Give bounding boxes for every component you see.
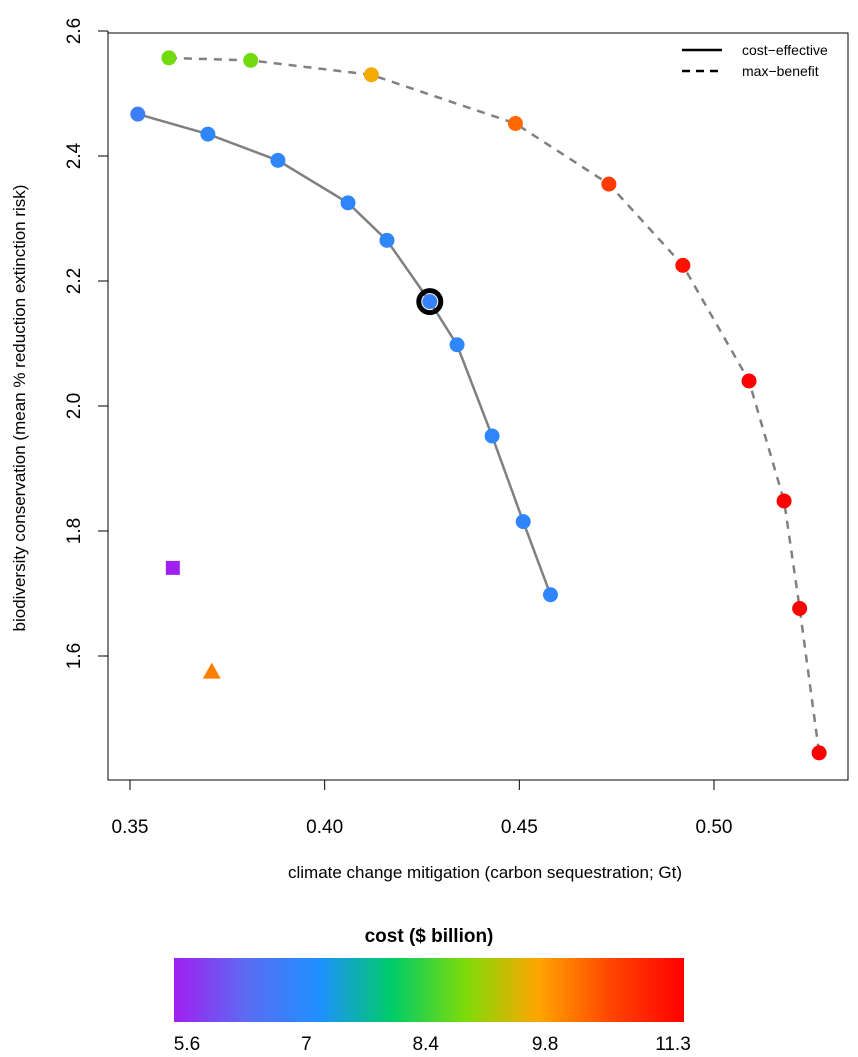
- data-point-cost-effective: [484, 428, 500, 444]
- data-point-cost-effective: [379, 232, 395, 248]
- data-point-cost-effective: [270, 152, 286, 168]
- data-point-cost-effective: [130, 106, 146, 122]
- series-line-cost-effective: [137, 112, 552, 596]
- colorbar-title: cost ($ billion): [365, 926, 494, 947]
- data-points: [130, 50, 827, 761]
- data-point-cost-effective: [449, 337, 465, 353]
- y-tick-label: 2.6: [64, 18, 85, 44]
- colorbar-ticks: 5.6 7 8.4 9.8 11.3: [174, 1034, 691, 1055]
- colorbar-tick-label: 11.3: [655, 1034, 691, 1055]
- data-point-cost-effective: [542, 587, 558, 603]
- x-tick-label: 0.40: [306, 817, 343, 838]
- colorbar-tick-label: 9.8: [532, 1034, 558, 1055]
- triangle-point: [202, 662, 221, 679]
- y-tick-label: 2.0: [64, 393, 85, 419]
- data-point-max-benefit: [792, 601, 808, 616]
- colorbar-tick-label: 5.6: [174, 1034, 200, 1055]
- data-point-max-benefit: [161, 50, 177, 66]
- y-axis-label: biodiversity conservation (mean % reduct…: [10, 185, 29, 632]
- data-point-max-benefit: [776, 493, 792, 509]
- data-point-cost-effective: [515, 514, 531, 530]
- series-lines: [137, 56, 821, 754]
- legend-label-max-benefit: max−benefit: [742, 63, 819, 79]
- colorbar: cost ($ billion) 5.6 7 8.4 9.8 11.3: [174, 926, 691, 1055]
- legend: cost−effective max−benefit: [682, 42, 828, 79]
- y-axis: 1.6 1.8 2.0 2.2 2.4 2.6: [64, 18, 109, 669]
- data-point-cost-effective: [422, 294, 438, 310]
- series-line-max-benefit: [168, 56, 821, 754]
- x-tick-label: 0.50: [696, 817, 733, 838]
- data-point-max-benefit: [243, 52, 259, 68]
- x-tick-label: 0.35: [112, 817, 149, 838]
- y-tick-label: 2.2: [64, 268, 85, 294]
- highlighted-point-ring: [416, 288, 444, 316]
- y-tick-label: 2.4: [64, 142, 85, 169]
- data-point-max-benefit: [741, 373, 757, 389]
- data-point-max-benefit: [675, 257, 691, 273]
- y-tick-label: 1.6: [64, 643, 85, 669]
- x-axis-label: climate change mitigation (carbon seques…: [288, 863, 682, 882]
- y-tick-label: 1.8: [64, 518, 85, 544]
- x-axis: 0.35 0.40 0.45 0.50: [112, 779, 733, 838]
- colorbar-tick-label: 7: [301, 1034, 312, 1055]
- data-point-cost-effective: [200, 126, 216, 142]
- legend-label-cost-effective: cost−effective: [742, 42, 828, 58]
- colorbar-gradient: [174, 958, 684, 1022]
- plot-area: [107, 32, 849, 781]
- data-point-max-benefit: [507, 116, 523, 131]
- plot-frame: [107, 32, 849, 781]
- data-point-cost-effective: [340, 195, 356, 211]
- data-point-max-benefit: [811, 745, 827, 761]
- square-point: [165, 560, 180, 575]
- colorbar-tick-label: 8.4: [413, 1034, 440, 1055]
- data-point-max-benefit: [363, 67, 379, 83]
- x-tick-label: 0.45: [501, 817, 538, 838]
- data-point-max-benefit: [601, 176, 617, 192]
